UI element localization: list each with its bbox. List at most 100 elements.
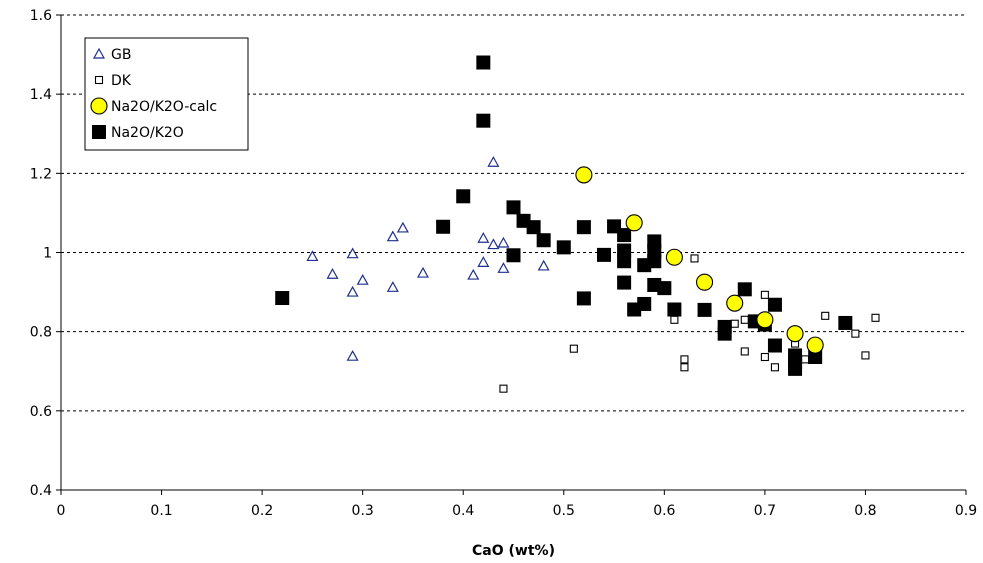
point-series-0-9 (416, 266, 430, 278)
point-series-3-13 (597, 247, 611, 262)
point-series-3-40 (838, 315, 853, 330)
point-series-1-1 (569, 344, 578, 353)
legend-label-0: GB (111, 47, 131, 63)
point-series-0-15 (497, 236, 510, 248)
point-series-3-10 (556, 240, 571, 255)
point-series-2-2 (665, 248, 683, 266)
point-series-3-15 (617, 228, 632, 243)
point-series-3-6 (506, 248, 521, 263)
point-series-0-8 (396, 221, 409, 233)
point-series-0-17 (537, 259, 550, 271)
point-series-3-34 (767, 297, 782, 312)
point-series-2-3 (696, 273, 714, 291)
point-series-1-10 (760, 352, 769, 362)
y-tick-label-0: 0.4 (30, 483, 52, 499)
point-series-1-13 (801, 355, 810, 364)
point-series-2-6 (786, 325, 804, 343)
y-tick-label-1: 0.6 (30, 404, 52, 420)
legend: GB DK Na2O/K2O-calc Na2O/K2O (84, 37, 249, 151)
point-series-3-21 (637, 296, 652, 311)
point-series-1-14 (821, 311, 830, 320)
point-series-3-31 (737, 282, 752, 297)
point-series-1-5 (690, 254, 699, 263)
point-series-3-9 (536, 233, 551, 248)
series-1 (499, 254, 880, 393)
point-series-1-2 (670, 315, 679, 324)
x-tick-label-9: 0.9 (955, 503, 977, 519)
point-series-1-7 (740, 347, 749, 356)
y-tick-label-4: 1.2 (30, 166, 52, 182)
point-series-3-28 (697, 302, 712, 317)
point-series-3-16 (617, 243, 632, 258)
point-series-2-7 (806, 336, 824, 354)
point-series-3-2 (456, 189, 471, 204)
point-series-0-0 (306, 250, 319, 262)
point-series-0-3 (346, 285, 359, 297)
point-series-0-1 (326, 268, 339, 279)
point-series-2-0 (575, 166, 593, 184)
point-series-3-3 (476, 55, 491, 70)
point-series-1-11 (770, 363, 779, 372)
x-tick-label-6: 0.6 (653, 503, 675, 519)
x-tick-label-0: 0 (57, 503, 66, 519)
point-series-1-9 (760, 290, 769, 299)
series-2 (575, 166, 824, 354)
point-series-0-6 (386, 230, 399, 242)
point-series-1-16 (861, 351, 870, 360)
point-series-1-6 (730, 319, 739, 328)
legend-label-1: DK (111, 73, 132, 89)
x-axis-title: CaO (wt%) (472, 543, 555, 559)
x-tick-label-2: 0.2 (251, 503, 273, 519)
x-tick-label-7: 0.7 (754, 503, 776, 519)
point-series-3-5 (506, 200, 521, 215)
point-series-3-35 (767, 338, 782, 353)
legend-label-2: Na2O/K2O-calc (111, 99, 217, 115)
point-series-3-8 (526, 220, 541, 235)
legend-marker-2 (90, 97, 108, 115)
point-series-2-4 (726, 294, 744, 312)
legend-box (84, 37, 249, 151)
point-series-3-12 (576, 291, 591, 306)
point-series-0-13 (487, 156, 500, 167)
y-tick-label-2: 0.8 (30, 325, 52, 341)
point-series-0-4 (346, 349, 359, 361)
point-series-3-39 (808, 350, 823, 364)
point-series-2-1 (625, 214, 643, 232)
point-series-1-3 (680, 355, 689, 364)
point-series-3-18 (617, 275, 632, 290)
x-tick-label-4: 0.4 (452, 503, 474, 519)
point-series-0-14 (487, 238, 500, 250)
point-series-0-2 (346, 247, 359, 259)
data-points (275, 55, 880, 393)
point-series-1-15 (851, 329, 860, 338)
point-series-1-0 (499, 384, 508, 393)
x-tick-label-1: 0.1 (150, 503, 172, 519)
x-tick-label-3: 0.3 (352, 503, 374, 519)
point-series-2-5 (756, 311, 774, 329)
axes (56, 14, 967, 495)
legend-marker-1 (94, 75, 104, 85)
point-series-1-4 (680, 363, 689, 372)
point-series-3-26 (657, 281, 672, 296)
legend-marker-0 (92, 47, 106, 59)
point-series-1-8 (740, 315, 749, 324)
point-series-3-24 (647, 254, 662, 269)
point-series-3-11 (576, 220, 591, 235)
point-series-3-38 (788, 361, 803, 376)
point-series-3-30 (717, 326, 732, 341)
point-series-3-0 (275, 291, 290, 306)
point-series-0-10 (467, 268, 480, 280)
point-series-1-17 (871, 313, 880, 322)
legend-marker-3 (92, 125, 106, 139)
point-series-0-16 (497, 262, 510, 273)
point-series-0-7 (386, 281, 399, 292)
legend-label-3: Na2O/K2O (111, 125, 184, 141)
point-series-0-11 (477, 232, 490, 243)
tick-labels: 0.4 0.6 0.8 1 1.2 1.4 1.6 0 0.1 0.2 0.3 0.4 0.5 0.6 0.… (30, 8, 977, 519)
series-0 (306, 156, 550, 361)
y-tick-label-5: 1.4 (30, 87, 52, 103)
x-tick-label-5: 0.5 (553, 503, 575, 519)
point-series-0-12 (477, 256, 490, 267)
x-tick-label-8: 0.8 (854, 503, 876, 519)
